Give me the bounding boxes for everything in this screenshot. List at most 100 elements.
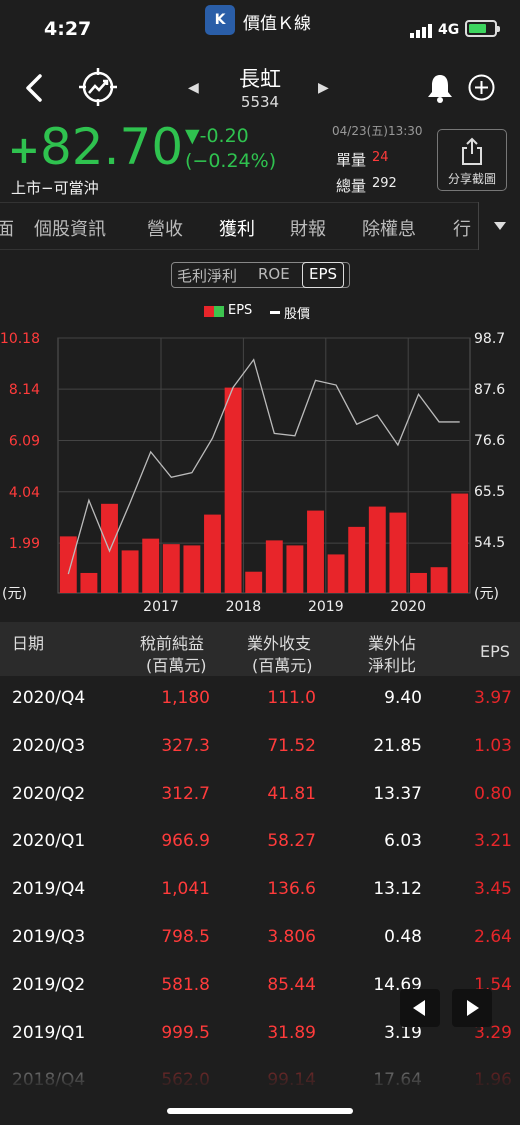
back-chevron-icon[interactable] (20, 70, 48, 106)
add-circle-icon[interactable] (468, 74, 495, 101)
x-tick-label: 2020 (390, 599, 426, 615)
row-eps: 3.21 (474, 831, 512, 852)
row-ratio: 0.48 (384, 927, 422, 947)
share-icon (462, 137, 482, 165)
row-date: 2020/Q4 (12, 688, 86, 708)
table-row[interactable]: 2020/Q2 312.7 41.81 13.37 0.80 (0, 772, 520, 820)
row-eps: 0.80 (474, 783, 512, 804)
row-eps: 3.29 (474, 1022, 512, 1043)
eps-bar (410, 572, 427, 593)
row-pretax: 1,180 (161, 688, 210, 708)
table-row[interactable]: 2020/Q4 1,180 111.0 9.40 3.97 (0, 676, 520, 724)
row-pretax: 312.7 (161, 783, 210, 804)
row-date: 2019/Q2 (12, 974, 86, 995)
row-eps: 3.97 (474, 688, 512, 708)
segment-eps[interactable]: EPS (302, 262, 345, 288)
header-ratio: 業外佔 (368, 634, 417, 653)
tab-partial-right[interactable]: 行 (453, 219, 471, 240)
segment-roe[interactable]: ROE (258, 265, 290, 283)
row-ratio: 9.40 (384, 688, 422, 708)
price-change-percent: (−0.24%) (185, 150, 277, 172)
right-tick-label: 98.7 (474, 331, 505, 347)
stock-price: 82.70 (40, 118, 184, 176)
scroll-left-button[interactable] (400, 989, 440, 1027)
row-pretax: 999.5 (161, 1022, 210, 1043)
header-nonop-unit: (百萬元) (252, 656, 313, 675)
right-tick-label: 65.5 (474, 484, 505, 500)
tab-revenue[interactable]: 營收 (147, 219, 183, 240)
table-row[interactable]: 2019/Q1 999.5 31.89 3.19 3.29 (0, 1011, 520, 1059)
home-indicator[interactable] (167, 1108, 353, 1114)
header-eps: EPS (480, 642, 510, 661)
bell-icon[interactable] (426, 73, 454, 103)
tab-bar: 面 個股資訊 營收 獲利 財報 除權息 行 (0, 202, 520, 250)
tab-partial-left[interactable]: 面 (0, 219, 14, 240)
quote-datetime: 04/23(五)13:30 (332, 124, 423, 138)
row-nonop: 136.6 (267, 879, 316, 900)
x-tick-label: 2019 (308, 599, 344, 615)
app-logo-icon: K (205, 5, 235, 35)
battery-icon (465, 20, 500, 37)
right-tick-label: 54.5 (474, 535, 505, 551)
table-row[interactable]: 2019/Q4 1,041 136.6 13.12 3.45 (0, 867, 520, 915)
x-tick-label: 2017 (143, 599, 179, 615)
left-tick-label: 1.99 (9, 536, 40, 552)
left-axis-unit: (元) (2, 586, 27, 602)
row-date: 2020/Q1 (12, 831, 86, 852)
legend-eps-label: EPS (228, 303, 253, 318)
row-date: 2019/Q4 (12, 879, 86, 900)
eps-bar (286, 545, 304, 593)
header-date: 日期 (12, 634, 45, 653)
scroll-right-button[interactable] (452, 989, 492, 1027)
row-date: 2019/Q1 (12, 1022, 86, 1043)
unit-volume-label: 單量 (336, 151, 367, 169)
row-ratio: 6.03 (384, 831, 422, 852)
eps-bar (224, 387, 242, 593)
row-nonop: 31.89 (267, 1022, 316, 1043)
signal-icon (410, 24, 432, 38)
price-line (67, 358, 460, 575)
table-row[interactable]: 2020/Q3 327.3 71.52 21.85 1.03 (0, 724, 520, 772)
eps-bar (348, 526, 366, 593)
table-row[interactable]: 2019/Q3 798.5 3.806 0.48 2.64 (0, 915, 520, 963)
tab-dividends[interactable]: 除權息 (362, 219, 416, 240)
eps-bar (327, 554, 345, 593)
row-date: 2020/Q3 (12, 735, 86, 756)
market-type: 上市−可當沖 (11, 179, 99, 197)
legend-price-label: 股價 (284, 307, 311, 322)
eps-bar (80, 572, 98, 593)
left-tick-label: 4.04 (9, 485, 40, 501)
tab-profit[interactable]: 獲利 (219, 219, 255, 240)
metric-segmented-control: 毛利淨利 ROE EPS (171, 262, 350, 288)
next-stock-arrow-icon[interactable]: ▶ (318, 80, 329, 96)
table-row[interactable]: 2020/Q1 966.9 58.27 6.03 3.21 (0, 819, 520, 867)
network-type: 4G (438, 22, 460, 38)
header-pretax-unit: (百萬元) (146, 656, 207, 675)
right-tick-label: 87.6 (474, 382, 505, 398)
table-row[interactable]: 2019/Q2 581.8 85.44 14.69 1.54 (0, 963, 520, 1011)
share-screenshot-button[interactable]: 分享截圖 (437, 129, 507, 191)
tab-dropdown-button[interactable] (478, 202, 520, 250)
total-volume-value: 292 (372, 176, 397, 191)
eps-bar (204, 514, 221, 593)
prev-stock-arrow-icon[interactable]: ◀ (188, 80, 199, 96)
x-tick-label: 2018 (226, 599, 262, 615)
tab-stock-info[interactable]: 個股資訊 (34, 219, 106, 240)
eps-price-chart: 10.18 8.14 6.09 4.04 1.99 98.7 87.6 76.6 65.5 54.… (0, 331, 505, 615)
row-pretax: 581.8 (161, 974, 210, 995)
tab-financials[interactable]: 財報 (290, 219, 326, 240)
row-nonop: 41.81 (267, 783, 316, 804)
bottom-fade (0, 1068, 520, 1125)
row-eps: 2.64 (474, 927, 512, 947)
eps-bar (451, 493, 469, 593)
eps-bar (245, 571, 263, 593)
stock-name: 長虹 (239, 67, 281, 91)
segment-gross-net[interactable]: 毛利淨利 (177, 267, 238, 285)
row-nonop: 71.52 (267, 735, 316, 756)
row-pretax: 966.9 (161, 831, 210, 852)
eps-bar (368, 506, 386, 593)
arrow-left-icon (413, 1000, 425, 1016)
app-logo-letter: K (214, 12, 226, 28)
header-pretax: 稅前純益 (140, 634, 205, 653)
trend-target-icon[interactable] (78, 67, 118, 107)
